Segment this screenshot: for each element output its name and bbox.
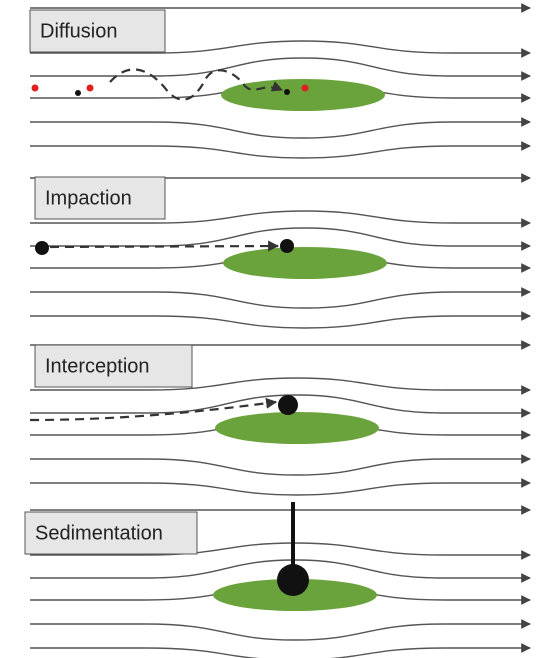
panel-label: Interception (45, 355, 150, 377)
panel: Diffusion (30, 8, 530, 158)
streamline (30, 58, 530, 76)
particle (302, 85, 309, 92)
particle (284, 89, 290, 95)
diagram: Diffusion Impaction Interception Sedimentat… (0, 0, 542, 658)
streamline (30, 624, 530, 640)
streamline (30, 146, 530, 158)
panel-label: Impaction (45, 187, 132, 209)
streamline (30, 122, 530, 138)
panel: Sedimentation (25, 510, 530, 658)
panel-label: Sedimentation (35, 522, 163, 544)
collector (221, 79, 385, 111)
particle (32, 85, 39, 92)
collector (215, 412, 379, 444)
streamline (30, 648, 530, 658)
panel: Impaction (30, 177, 530, 328)
streamline (30, 483, 530, 495)
particle (280, 239, 294, 253)
panel-label: Diffusion (40, 20, 117, 42)
panel: Interception (30, 345, 530, 495)
streamline (30, 316, 530, 328)
particle (277, 564, 309, 596)
panels: Diffusion Impaction Interception Sedimentat… (25, 8, 530, 658)
particle (87, 85, 94, 92)
streamline (30, 292, 530, 308)
streamline (30, 228, 530, 246)
streamline (30, 459, 530, 475)
particle (35, 241, 49, 255)
collector (223, 247, 387, 279)
particle (278, 395, 298, 415)
particle (75, 90, 81, 96)
